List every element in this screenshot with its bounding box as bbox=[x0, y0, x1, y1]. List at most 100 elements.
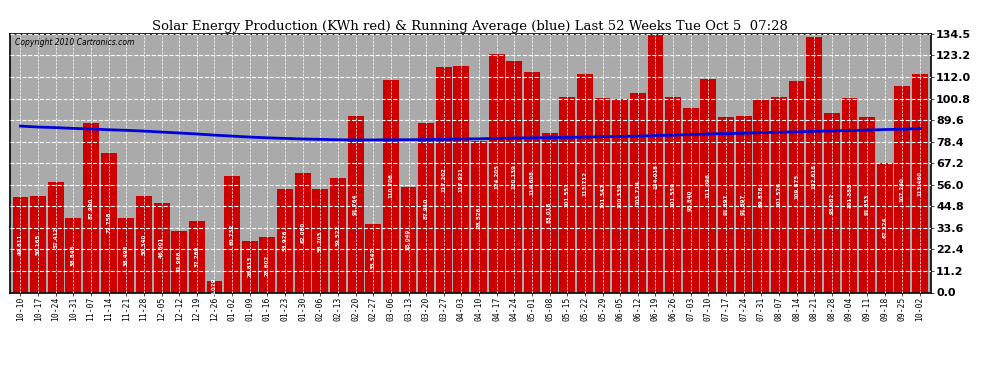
Text: 78.526: 78.526 bbox=[476, 206, 481, 228]
Text: 101.576: 101.576 bbox=[776, 182, 781, 207]
Bar bbox=[718, 117, 734, 292]
Text: 91.353: 91.353 bbox=[864, 194, 869, 215]
Bar bbox=[559, 97, 575, 292]
Bar bbox=[859, 117, 875, 292]
Bar bbox=[101, 153, 117, 292]
Text: 95.840: 95.840 bbox=[688, 190, 693, 211]
Bar bbox=[13, 196, 29, 292]
Text: 100.339: 100.339 bbox=[618, 183, 623, 209]
Bar bbox=[171, 231, 187, 292]
Bar bbox=[295, 173, 311, 292]
Text: 49.811: 49.811 bbox=[18, 234, 23, 255]
Bar bbox=[842, 98, 857, 292]
Bar bbox=[612, 99, 628, 292]
Text: 134.018: 134.018 bbox=[653, 164, 658, 189]
Text: 117.921: 117.921 bbox=[459, 166, 464, 192]
Text: 46.501: 46.501 bbox=[159, 237, 164, 258]
Bar bbox=[153, 203, 169, 292]
Bar bbox=[136, 196, 151, 292]
Bar bbox=[242, 241, 257, 292]
Bar bbox=[877, 163, 893, 292]
Bar bbox=[753, 100, 769, 292]
Text: 107.240: 107.240 bbox=[900, 177, 905, 202]
Text: 113.460: 113.460 bbox=[918, 171, 923, 196]
Bar bbox=[683, 108, 699, 292]
Bar bbox=[912, 74, 928, 292]
Text: 50.340: 50.340 bbox=[142, 234, 147, 255]
Bar bbox=[383, 80, 399, 292]
Bar bbox=[894, 86, 911, 292]
Bar bbox=[207, 281, 223, 292]
Bar bbox=[418, 123, 434, 292]
Bar bbox=[347, 116, 363, 292]
Text: Copyright 2010 Cartronics.com: Copyright 2010 Cartronics.com bbox=[15, 38, 134, 46]
Text: 113.712: 113.712 bbox=[582, 171, 587, 195]
Bar bbox=[365, 224, 381, 292]
Text: 101.353: 101.353 bbox=[847, 183, 852, 207]
Text: 117.202: 117.202 bbox=[442, 167, 446, 192]
Bar bbox=[647, 34, 663, 292]
Bar bbox=[806, 38, 822, 292]
Text: 72.758: 72.758 bbox=[106, 212, 111, 233]
Text: 38.846: 38.846 bbox=[71, 244, 76, 266]
Text: 60.732: 60.732 bbox=[230, 224, 235, 245]
Text: 62.080: 62.080 bbox=[300, 222, 305, 243]
Text: 50.165: 50.165 bbox=[36, 234, 41, 255]
Bar bbox=[542, 133, 557, 292]
Bar bbox=[595, 98, 611, 292]
Text: 28.602: 28.602 bbox=[265, 254, 270, 276]
Bar bbox=[224, 176, 240, 292]
Bar bbox=[630, 93, 645, 292]
Bar bbox=[436, 67, 451, 292]
Text: 114.608: 114.608 bbox=[530, 170, 535, 195]
Text: 57.412: 57.412 bbox=[53, 226, 58, 248]
Text: 83.018: 83.018 bbox=[547, 202, 552, 223]
Bar bbox=[489, 54, 505, 292]
Text: 93.082: 93.082 bbox=[830, 192, 835, 214]
Bar bbox=[65, 218, 81, 292]
Text: 59.522: 59.522 bbox=[336, 225, 341, 246]
Bar bbox=[401, 187, 417, 292]
Bar bbox=[313, 189, 329, 292]
Text: 35.542: 35.542 bbox=[370, 248, 376, 269]
Bar bbox=[524, 72, 540, 292]
Bar bbox=[48, 182, 63, 292]
Bar bbox=[471, 141, 487, 292]
Bar bbox=[507, 62, 523, 292]
Text: 101.347: 101.347 bbox=[600, 183, 605, 207]
Text: 55.049: 55.049 bbox=[406, 229, 411, 250]
Bar bbox=[736, 116, 751, 292]
Bar bbox=[259, 237, 275, 292]
Text: 91.897: 91.897 bbox=[742, 194, 746, 215]
Bar bbox=[665, 97, 681, 292]
Bar bbox=[700, 79, 717, 292]
Text: 120.139: 120.139 bbox=[512, 165, 517, 189]
Title: Solar Energy Production (KWh red) & Running Average (blue) Last 52 Weeks Tue Oct: Solar Energy Production (KWh red) & Runn… bbox=[152, 20, 788, 33]
Bar bbox=[824, 113, 840, 292]
Bar bbox=[277, 189, 293, 292]
Bar bbox=[330, 178, 346, 292]
Bar bbox=[577, 74, 593, 292]
Text: 109.875: 109.875 bbox=[794, 174, 799, 200]
Text: 91.397: 91.397 bbox=[724, 194, 729, 215]
Text: 26.813: 26.813 bbox=[248, 256, 252, 278]
Text: 31.966: 31.966 bbox=[177, 251, 182, 273]
Text: 103.714: 103.714 bbox=[636, 180, 641, 205]
Text: 110.706: 110.706 bbox=[388, 174, 393, 198]
Bar bbox=[83, 123, 99, 292]
Bar bbox=[30, 196, 47, 292]
Text: 53.926: 53.926 bbox=[282, 230, 287, 251]
Text: 87.990: 87.990 bbox=[88, 197, 93, 219]
Text: 101.539: 101.539 bbox=[670, 182, 675, 207]
Bar bbox=[771, 97, 787, 292]
Text: 87.910: 87.910 bbox=[424, 197, 429, 219]
Bar bbox=[119, 219, 135, 292]
Text: 38.493: 38.493 bbox=[124, 245, 129, 266]
Text: 99.876: 99.876 bbox=[758, 186, 763, 207]
Text: 124.205: 124.205 bbox=[494, 164, 499, 189]
Text: 101.551: 101.551 bbox=[564, 182, 570, 207]
Bar bbox=[789, 81, 805, 292]
Text: 111.096: 111.096 bbox=[706, 173, 711, 198]
Text: 37.269: 37.269 bbox=[194, 246, 199, 267]
Bar bbox=[453, 66, 469, 292]
